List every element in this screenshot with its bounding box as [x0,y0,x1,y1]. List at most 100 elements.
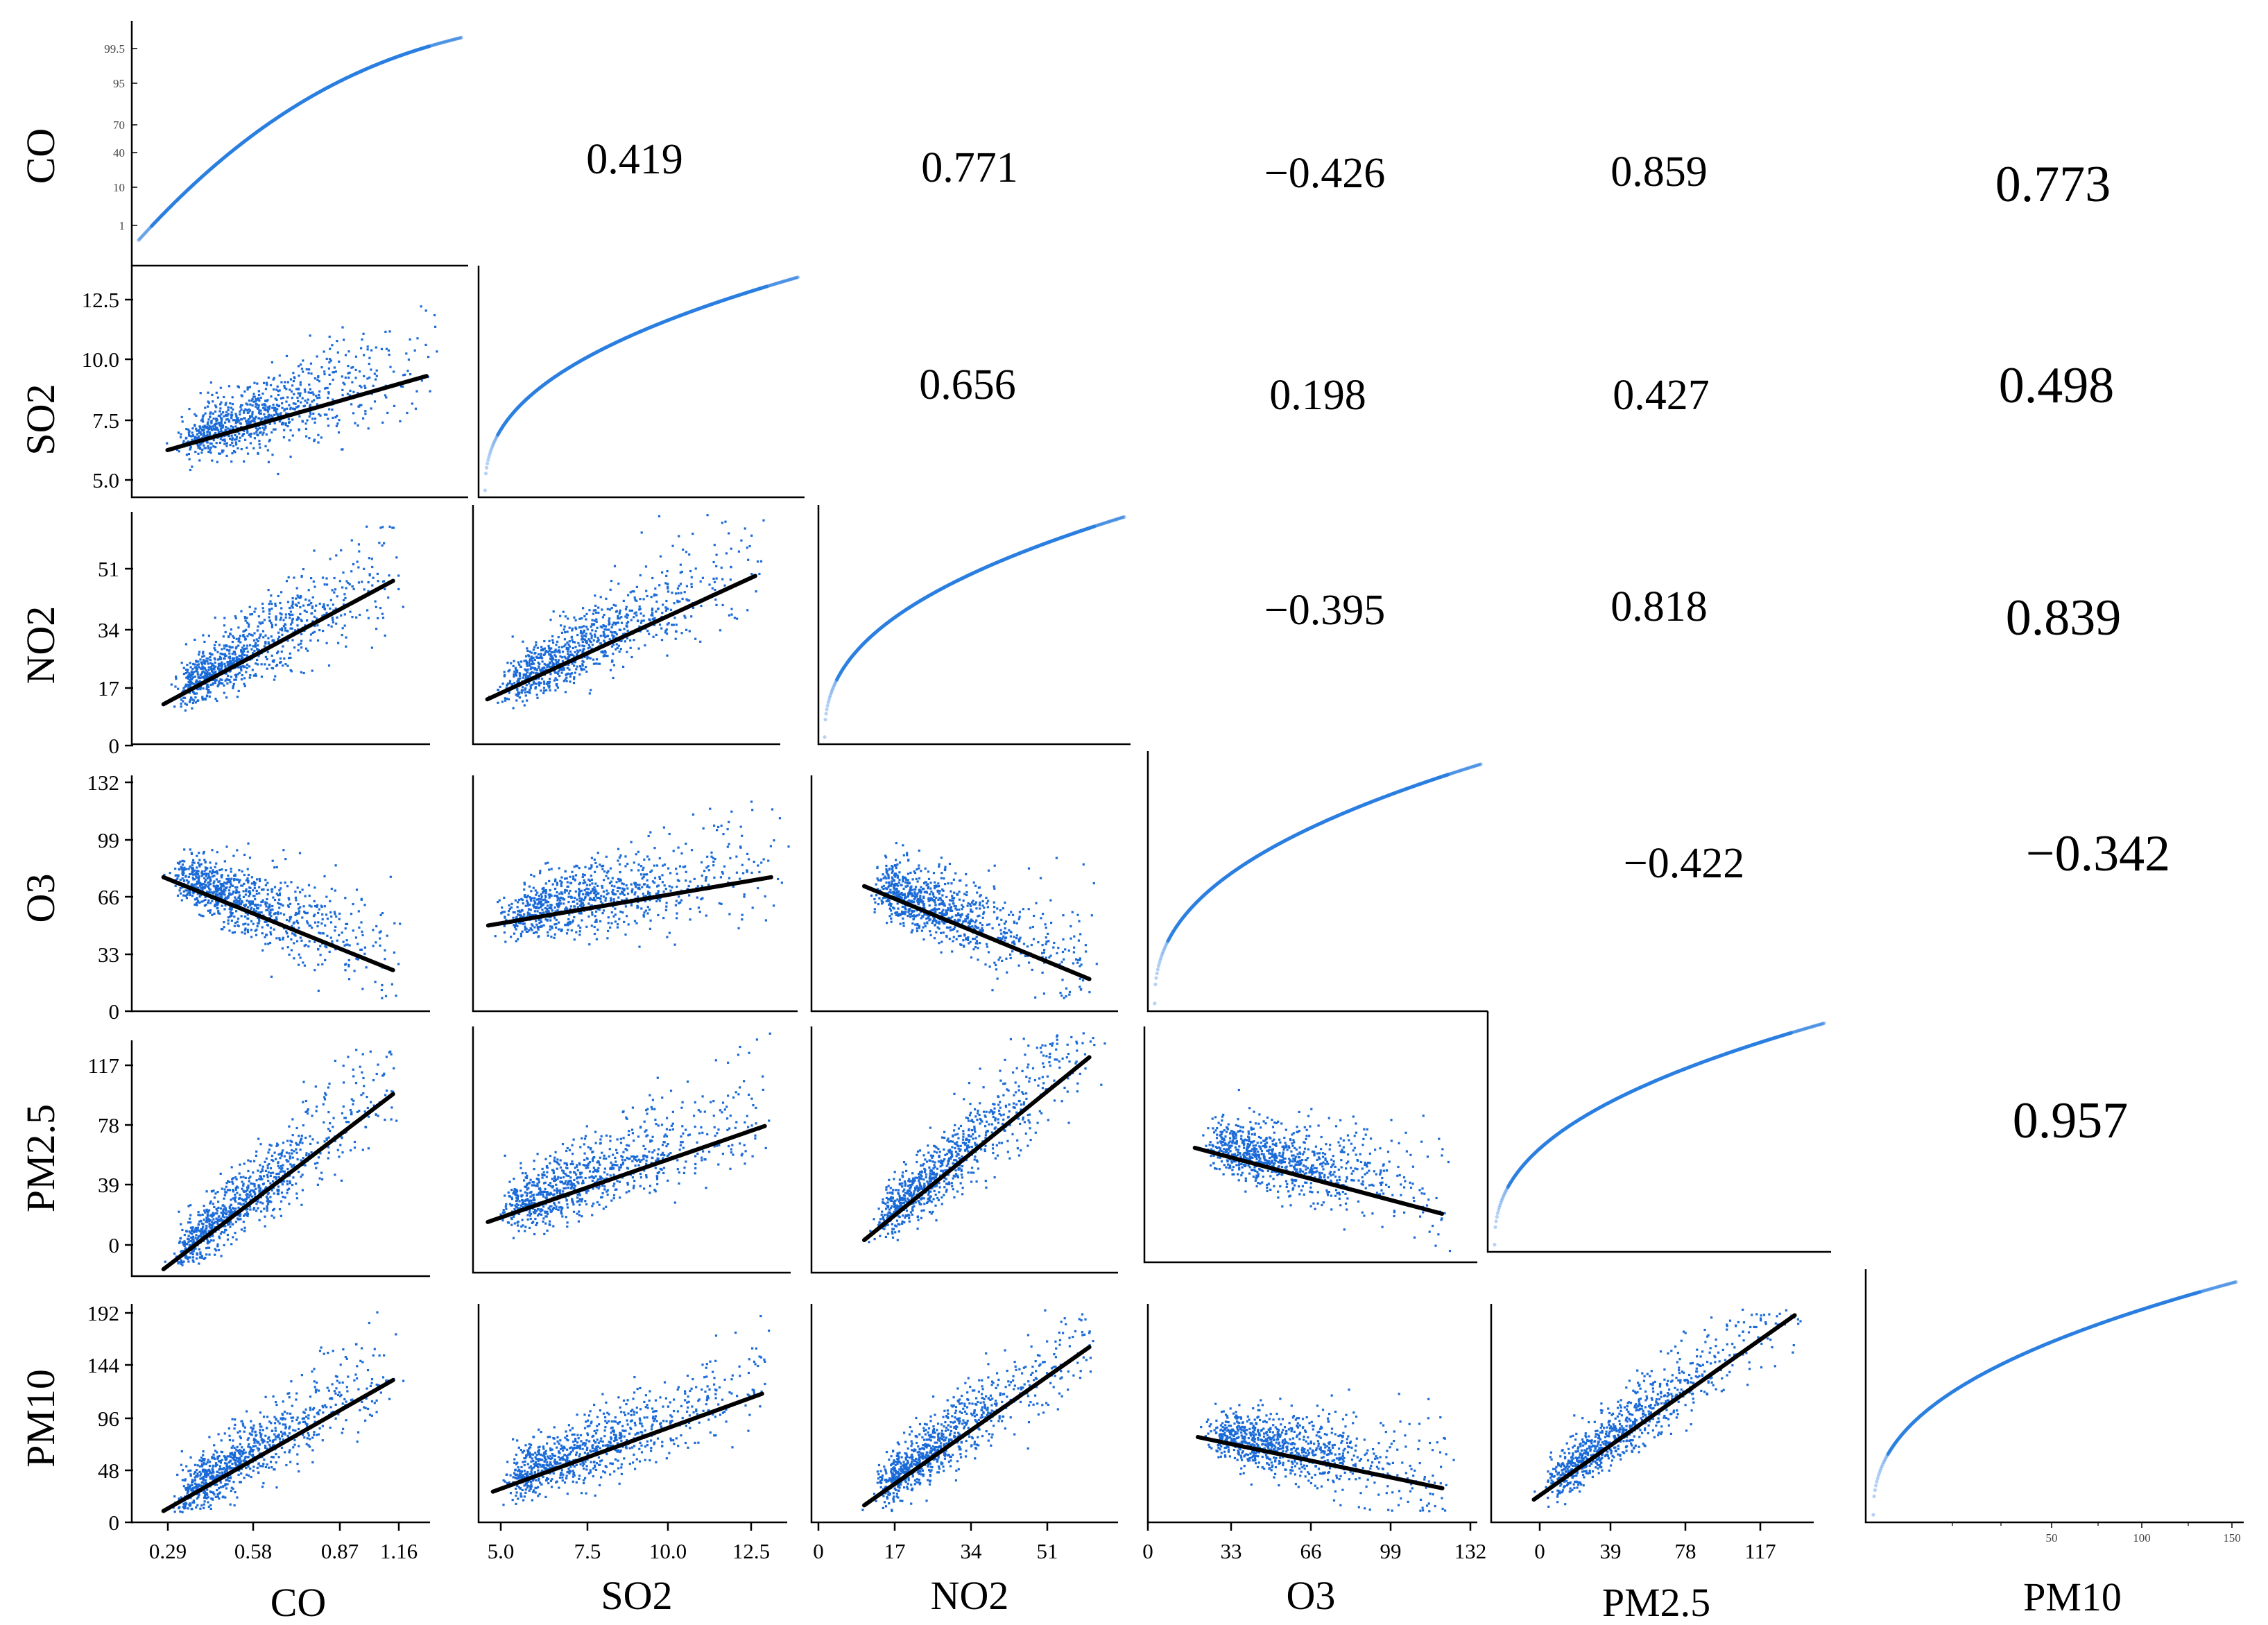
scatter-point [214,617,216,619]
scatter-point [560,891,563,894]
scatter-point [513,675,515,678]
scatter-point [363,354,366,356]
scatter-point [206,683,209,686]
scatter-point [518,696,521,699]
scatter-point [248,886,251,889]
scatter-point [239,635,241,637]
scatter-point [329,607,332,610]
scatter-point [945,909,947,912]
scatter-point [291,617,294,620]
scatter-point [196,866,198,869]
scatter-point [569,882,572,884]
scatter-point [196,854,198,857]
scatter-point [231,441,234,444]
scatter-point [217,414,220,417]
scatter-point [588,884,591,886]
scatter-point [362,417,365,420]
scatter-point [289,406,292,409]
scatter-point [236,920,239,923]
scatter-point [214,903,216,906]
scatter-point [179,860,182,863]
scatter-point [630,869,633,872]
scatter-point [334,864,337,867]
scatter-point [399,922,402,925]
scatter-point [554,648,557,651]
scatter-point [247,411,250,414]
scatter-point [583,631,585,634]
scatter-point [266,667,268,670]
scatter-point [961,904,963,906]
scatter-point [523,660,526,662]
scatter-point [290,949,293,952]
scatter-point [334,948,337,951]
scatter-point [618,628,621,631]
scatter-point [909,907,911,911]
scatter-point [253,432,256,435]
scatter-point [232,427,234,431]
scatter-point [355,957,358,960]
scatter-point [601,912,604,915]
scatter-point [236,660,239,662]
scatter-point [257,615,260,618]
scatter-point [908,913,911,915]
scatter-point [254,644,257,646]
scatter-point [185,703,188,706]
scatter-point [248,665,251,668]
scatter-point [280,613,283,616]
scatter-point [637,869,640,872]
scatter-point [743,895,746,898]
scatter-point [556,640,559,643]
scatter-point [181,859,184,862]
scatter-point [604,636,607,639]
scatter-point [249,904,252,906]
scatter-point [976,942,979,945]
scatter-point [685,598,688,601]
scatter-point [184,643,187,646]
scatter-point [181,877,184,880]
scatter-point [282,904,284,907]
scatter-point [508,910,510,913]
scatter-point [202,634,205,637]
scatter-point [291,932,294,935]
scatter-point [345,922,347,925]
scatter-point [737,550,740,553]
scatter-point [230,884,233,887]
scatter-point [249,435,252,438]
scatter-point [366,345,369,348]
scatter-point [964,918,967,921]
scatter-point [388,525,391,528]
scatter-point [893,874,896,877]
scatter-point [690,585,693,588]
scatter-point [649,919,652,922]
scatter-point [189,685,192,688]
scatter-point [653,624,656,626]
scatter-point [1060,994,1063,997]
scatter-point [356,943,359,945]
scatter-point [540,897,542,900]
scatter-point [283,913,286,916]
scatter-point [610,607,613,610]
scatter-point [213,667,216,669]
scatter-point [286,904,289,907]
scatter-point [938,907,940,911]
scatter-point [266,902,268,904]
scatter-point [281,402,284,405]
scatter-point [995,968,998,971]
scatter-point [612,636,615,639]
scatter-point [563,891,566,894]
scatter-point [608,608,612,611]
scatter-point [278,937,281,940]
scatter-point [212,445,215,448]
scatter-point [344,969,347,972]
scatter-point [560,881,563,884]
scatter-point [223,885,225,888]
scatter-point [924,867,927,870]
scatter-point [360,898,363,901]
scatter-point [220,413,223,415]
scatter-point [929,930,931,933]
scatter-point [298,415,301,418]
scatter-point [225,869,227,872]
scatter-point [273,866,276,869]
scatter-point [305,435,308,438]
scatter-point [242,648,245,651]
